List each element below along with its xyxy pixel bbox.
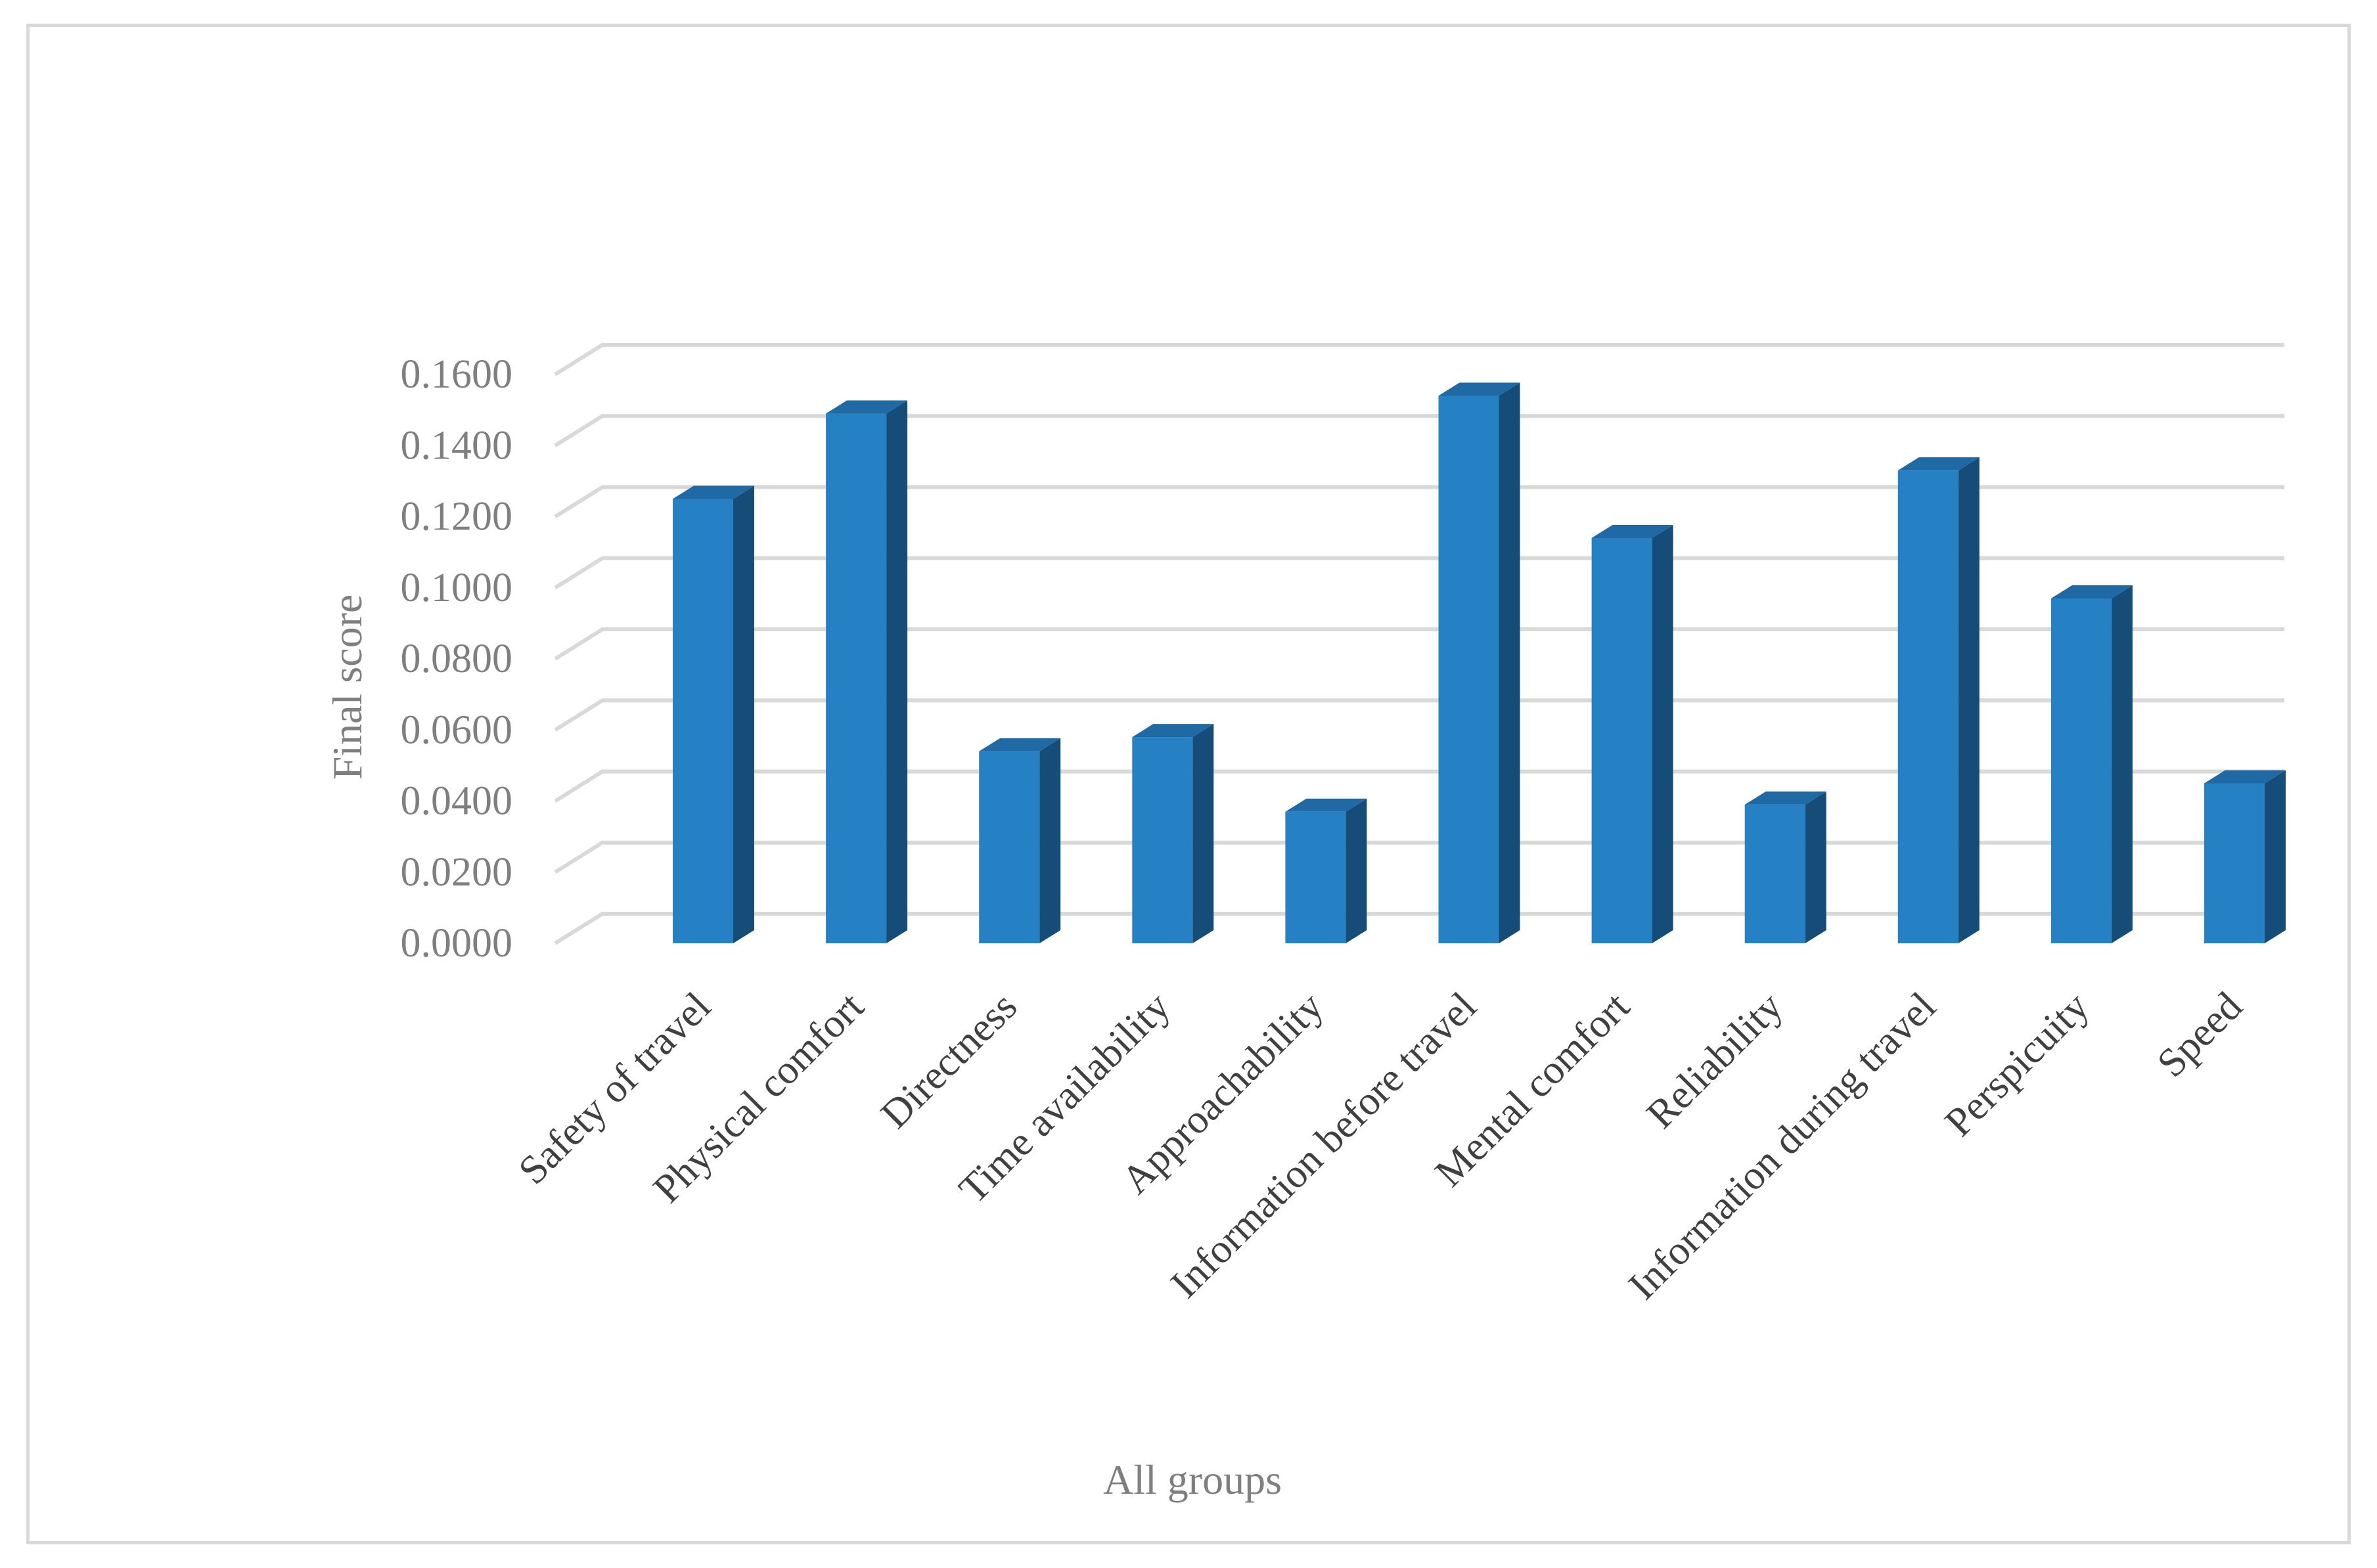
- bar-top: [2050, 585, 2133, 598]
- y-axis-title: Final score: [324, 594, 371, 780]
- gridline: [554, 698, 2284, 732]
- gridlines: [554, 343, 2284, 945]
- x-tick-label: Reliability: [1638, 984, 1791, 1137]
- bar: [1285, 798, 1367, 943]
- bar-top: [1744, 791, 1826, 805]
- bar-side: [1192, 724, 1214, 943]
- bars: [673, 382, 2286, 943]
- bar-front: [2204, 783, 2265, 943]
- y-axis-ticks: 0.0000 0.0200 0.0400 0.0600 0.0800 0.1000 0.12…: [401, 352, 513, 966]
- y-tick-label: 0.1600: [401, 352, 513, 397]
- y-tick-label: 0.0800: [401, 637, 513, 681]
- gridline: [554, 627, 2284, 661]
- y-tick-label: 0.0400: [401, 779, 513, 824]
- bar-top: [1897, 457, 1980, 471]
- y-tick-label: 0.1400: [401, 423, 513, 468]
- bar-side: [1039, 738, 1061, 943]
- bar: [2204, 770, 2286, 943]
- bar-front: [673, 499, 733, 943]
- x-tick-label: Directness: [872, 984, 1026, 1137]
- gridline: [554, 912, 2284, 945]
- chart-frame: 0.0000 0.0200 0.0400 0.0600 0.0800 0.1000 0.12…: [26, 24, 2351, 1544]
- bar-front: [1132, 737, 1193, 943]
- x-tick-label: Information before travel: [1162, 984, 1485, 1307]
- bar-side: [1958, 457, 1980, 943]
- y-tick-label: 0.0200: [401, 850, 513, 895]
- bar: [1591, 524, 1673, 943]
- bar-top: [826, 400, 908, 414]
- bar-top: [1285, 798, 1367, 812]
- bar: [826, 400, 908, 943]
- bar-side: [733, 485, 754, 943]
- bar-front: [1897, 470, 1958, 943]
- bar-front: [2050, 598, 2112, 943]
- bar-chart: 0.0000 0.0200 0.0400 0.0600 0.0800 0.1000 0.12…: [324, 343, 2286, 1503]
- x-tick-label: Speed: [2149, 984, 2251, 1086]
- y-tick-label: 0.0000: [401, 921, 513, 966]
- x-tick-label: Perspicuity: [1936, 984, 2097, 1145]
- bar-front: [1744, 804, 1805, 943]
- x-tick-label: Information during travel: [1620, 984, 1945, 1309]
- bar-top: [1132, 724, 1214, 738]
- bar: [1744, 791, 1826, 943]
- bar-side: [1805, 791, 1826, 943]
- bar-front: [826, 413, 887, 943]
- bar-side: [2111, 585, 2133, 943]
- gridline: [554, 414, 2284, 447]
- gridline: [554, 485, 2284, 519]
- y-tick-label: 0.0600: [401, 707, 513, 752]
- gridline: [554, 840, 2284, 874]
- bar: [1897, 457, 1980, 943]
- bar-top: [673, 485, 754, 499]
- bar-top: [2204, 770, 2286, 784]
- bar: [673, 485, 754, 943]
- bar: [1132, 724, 1214, 943]
- bar-front: [979, 751, 1040, 943]
- bar-side: [2265, 770, 2286, 943]
- bar-side: [886, 400, 908, 943]
- bar-top: [1438, 382, 1520, 396]
- bar-front: [1438, 395, 1499, 943]
- y-tick-label: 0.1200: [401, 495, 513, 539]
- bar: [979, 738, 1061, 943]
- bar-front: [1591, 537, 1652, 943]
- bar-top: [979, 738, 1061, 751]
- gridline: [554, 556, 2284, 590]
- bar: [2050, 585, 2133, 943]
- gridline: [554, 343, 2284, 376]
- bar: [1438, 382, 1520, 943]
- y-tick-label: 0.1000: [401, 566, 513, 610]
- gridline: [554, 769, 2284, 803]
- bar-side: [1346, 798, 1367, 943]
- bar-top: [1591, 524, 1673, 538]
- x-axis-title: All groups: [1103, 1456, 1282, 1503]
- bar-side: [1652, 524, 1673, 943]
- bar-front: [1285, 811, 1346, 943]
- bar-side: [1499, 382, 1520, 943]
